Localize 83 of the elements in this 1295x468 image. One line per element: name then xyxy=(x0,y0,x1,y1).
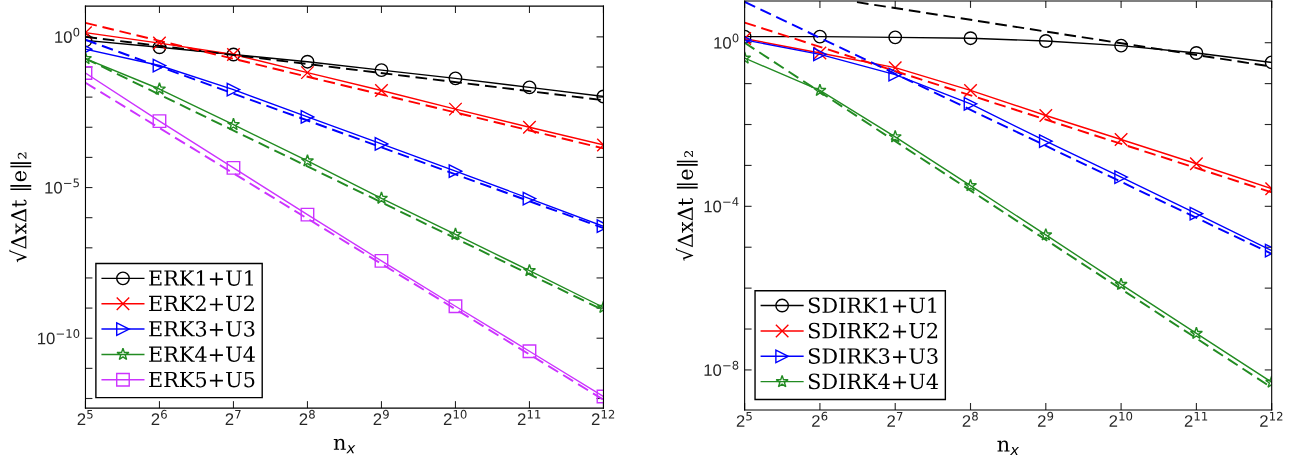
point xyxy=(374,253,389,268)
point xyxy=(813,83,827,97)
point xyxy=(448,227,463,241)
point xyxy=(1114,170,1129,184)
point xyxy=(300,65,315,80)
point xyxy=(522,120,537,135)
x-axis-title: n$_{x}$ xyxy=(333,438,356,454)
x-axis-title: n$_{x}$ xyxy=(997,440,1020,456)
x-tick-label: 2$^{6}$ xyxy=(812,411,828,427)
x-tick-label: 2$^{7}$ xyxy=(887,411,903,427)
point xyxy=(1039,227,1053,241)
x-tick-label: 2$^{10}$ xyxy=(443,409,467,425)
x-tick-label: 2$^{8}$ xyxy=(962,411,978,427)
y-tick-label: 10$^{−4}$ xyxy=(704,197,739,213)
x-tick-label: 2$^{6}$ xyxy=(151,409,167,425)
point xyxy=(152,114,167,129)
x-tick-label: 2$^{10}$ xyxy=(1109,411,1133,427)
x-tick-label: 2$^{7}$ xyxy=(225,410,241,425)
y-tick-label: 10$^{0}$ xyxy=(55,27,80,43)
legend-label: SDIRK3+U3 xyxy=(808,348,938,364)
point xyxy=(1038,34,1053,48)
legend-label: ERK2+U2 xyxy=(149,295,254,312)
point xyxy=(522,80,537,95)
y-tick-label: 10$^{−8}$ xyxy=(704,360,739,377)
point xyxy=(300,207,315,222)
point xyxy=(522,344,537,359)
point xyxy=(448,102,463,117)
point xyxy=(300,154,315,167)
legend-label: ERK3+U3 xyxy=(149,320,255,337)
point xyxy=(1189,156,1204,171)
point xyxy=(522,263,537,277)
point xyxy=(1189,326,1204,340)
x-tick-label: 2$^{5}$ xyxy=(77,410,93,425)
y-tick-label: 10$^{−10}$ xyxy=(38,329,80,345)
point xyxy=(374,83,389,98)
point xyxy=(448,299,463,314)
x-tick-label: 2$^{9}$ xyxy=(373,409,389,425)
point xyxy=(1189,46,1204,60)
point xyxy=(226,117,241,131)
legend-label: ERK1+U1 xyxy=(149,270,253,286)
point xyxy=(963,178,978,192)
y-tick-label: 10$^{−5}$ xyxy=(45,178,79,194)
point xyxy=(374,191,389,205)
x-tick-label: 2$^{9}$ xyxy=(1037,411,1054,427)
point xyxy=(1114,132,1129,147)
legend-label: ERK5+U5 xyxy=(149,371,255,388)
legend-label: ERK4+U4 xyxy=(149,346,255,363)
point xyxy=(300,54,315,69)
x-tick-label: 2$^{12}$ xyxy=(591,409,615,425)
point xyxy=(152,82,167,95)
point xyxy=(300,110,315,124)
point xyxy=(448,164,463,179)
point xyxy=(1114,38,1129,53)
y-axis-title: √ΔxΔt ‖e‖₂ xyxy=(9,152,32,263)
point xyxy=(1189,206,1204,221)
point xyxy=(888,67,903,82)
x-tick-label: 2$^{11}$ xyxy=(517,410,541,425)
point xyxy=(1114,277,1128,291)
point xyxy=(1038,134,1053,149)
legend-label: SDIRK4+U4 xyxy=(808,373,939,390)
point xyxy=(448,71,463,86)
point xyxy=(888,129,902,143)
legend-label: SDIRK2+U2 xyxy=(808,322,938,339)
y-tick-label: 10$^{0}$ xyxy=(714,33,739,49)
point xyxy=(522,191,537,206)
point xyxy=(963,31,978,46)
x-tick-label: 2$^{12}$ xyxy=(1260,411,1283,427)
point xyxy=(374,136,389,151)
point xyxy=(226,160,241,175)
x-tick-label: 2$^{5}$ xyxy=(736,411,752,427)
point xyxy=(152,58,167,73)
x-tick-label: 2$^{8}$ xyxy=(299,409,315,425)
point xyxy=(888,30,903,45)
point xyxy=(963,96,978,111)
point xyxy=(374,63,389,78)
point xyxy=(963,83,978,98)
x-tick-label: 2$^{11}$ xyxy=(1184,411,1208,427)
point xyxy=(1038,108,1053,123)
point xyxy=(152,36,167,51)
point xyxy=(226,82,241,97)
point xyxy=(812,29,827,44)
legend-label: SDIRK1+U1 xyxy=(808,297,937,314)
y-axis-title: √ΔxΔt ‖e‖₂ xyxy=(675,150,698,261)
